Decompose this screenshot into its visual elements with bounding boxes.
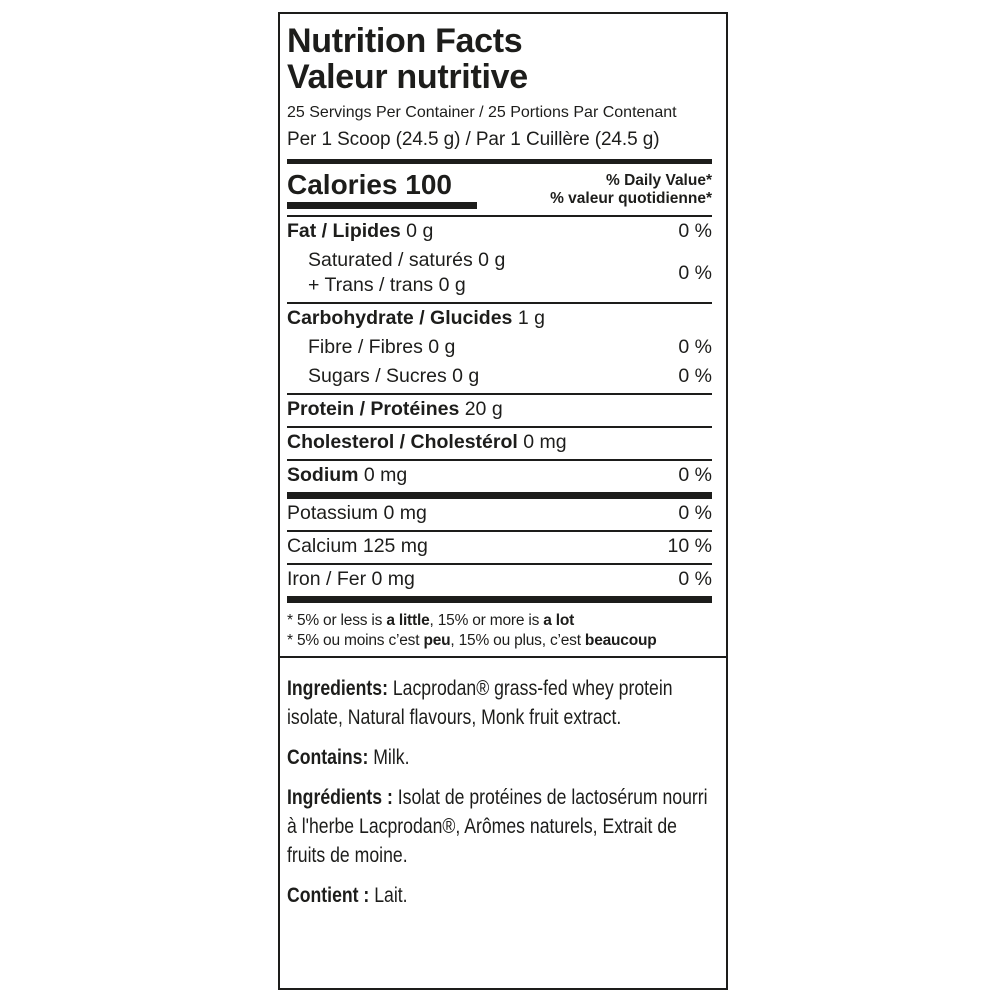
footnote-text: peu (423, 631, 451, 649)
daily-value-header-en: % Daily Value* (606, 172, 712, 189)
servings-per-container: 25 Servings Per Container / 25 Portions … (287, 104, 677, 121)
nutrition-facts-table: Nutrition Facts Valeur nutritive 25 Serv… (280, 14, 726, 650)
serving-size: Per 1 Scoop (24.5 g) / Par 1 Cuillère (2… (287, 129, 660, 150)
daily-value-cell: 0 % (678, 568, 712, 590)
contains-value: Lait. (369, 884, 408, 907)
nutrient-row-protein: Protein / Protéines 20 g (287, 395, 712, 424)
contains-fr: Contient : Lait. (287, 881, 712, 910)
footnote-text: beaucoup (584, 631, 657, 649)
nutrient-row-fibre: Fibre / Fibres 0 g 0 % (287, 333, 712, 362)
nutrient-name: Sugars / Sucres 0 g (308, 365, 480, 387)
nutrient-name: Iron / Fer 0 mg (287, 568, 415, 590)
footnote-text: a little (386, 612, 430, 629)
divider (287, 393, 712, 395)
nutrient-amount: 1 g (512, 307, 545, 329)
calories-row: Calories 100 % Daily Value* % valeur quo… (287, 170, 712, 209)
nutrient-amount: 0 mg (358, 464, 408, 486)
ingredients-en: Ingredients: Lacprodan® grass-fed whey p… (287, 674, 712, 732)
daily-value-cell: 0 % (678, 464, 712, 486)
divider (287, 215, 712, 217)
divider-thick (287, 596, 712, 603)
daily-value-cell: 0 % (678, 336, 712, 358)
contains-label: Contient : (287, 884, 370, 907)
daily-value-cell: 0 % (678, 502, 712, 524)
divider (287, 530, 712, 532)
daily-value-header: % Daily Value* % valeur quotidienne* (550, 170, 712, 208)
ingredients-section: Ingredients: Lacprodan® grass-fed whey p… (280, 658, 726, 921)
nutrient-name: Cholesterol / Cholestérol (287, 431, 518, 453)
nutrient-row-potassium: Potassium 0 mg 0 % (287, 499, 712, 528)
divider-thick (287, 492, 712, 499)
nutrient-name: Protein / Protéines (287, 398, 460, 420)
divider (287, 302, 712, 304)
calories-underline (287, 202, 477, 209)
nutrient-row-fat: Fat / Lipides 0 g 0 % (287, 217, 712, 246)
ingredients-label: Ingredients: (287, 677, 388, 700)
ingredients-text-block: Ingredients: Lacprodan® grass-fed whey p… (287, 674, 712, 910)
ingredients-fr: Ingrédients : Isolat de protéines de lac… (287, 783, 712, 870)
footnote-text: , 15% or more is (429, 612, 544, 629)
contains-value: Milk. (368, 746, 410, 769)
nutrient-name: + Trans / trans 0 g (308, 274, 466, 296)
footnote-text: * 5% or less is (287, 612, 387, 629)
nutrient-amount: 0 g (400, 220, 434, 242)
divider-ingredients (280, 656, 726, 658)
daily-value-cell: 0 % (678, 261, 712, 284)
nutrient-name: Calcium 125 mg (287, 535, 428, 557)
daily-value-cell: 10 % (667, 535, 712, 557)
footnote-text: a lot (543, 612, 575, 629)
divider (287, 563, 712, 565)
nutrient-name: Saturated / saturés 0 g (308, 249, 506, 271)
nutrient-name: Carbohydrate / Glucides (287, 307, 513, 329)
footnote-text: , 15% ou plus, c’est (450, 631, 585, 649)
nutrient-amount: 20 g (459, 398, 503, 420)
nutrition-facts-label: Nutrition Facts Valeur nutritive 25 Serv… (278, 12, 728, 990)
nutrient-row-carbohydrate: Carbohydrate / Glucides 1 g (287, 304, 712, 333)
nutrient-row-sugars: Sugars / Sucres 0 g 0 % (287, 362, 712, 391)
nutrient-row-cholesterol: Cholesterol / Cholestérol 0 mg (287, 428, 712, 457)
nutrient-name: Potassium 0 mg (287, 502, 427, 524)
ingredients-label: Ingrédients : (287, 786, 393, 809)
contains-en: Contains: Milk. (287, 743, 712, 772)
nutrient-row-sodium: Sodium 0 mg 0 % (287, 461, 712, 490)
nutrient-row-iron: Iron / Fer 0 mg 0 % (287, 565, 712, 594)
title-french: Valeur nutritive (287, 58, 528, 96)
divider (287, 459, 712, 461)
nutrient-name: Sodium (287, 464, 359, 486)
footnote-text: * 5% ou moins c’est (287, 631, 424, 649)
title-english: Nutrition Facts (287, 22, 523, 60)
nutrient-name: Fibre / Fibres 0 g (308, 336, 456, 358)
daily-value-header-fr: % valeur quotidienne* (550, 190, 712, 207)
divider (287, 426, 712, 428)
calories-block: Calories 100 (287, 170, 477, 209)
daily-value-cell: 0 % (678, 220, 712, 242)
nutrient-row-calcium: Calcium 125 mg 10 % (287, 532, 712, 561)
ingredients-value: Lacprodan® grass-fed whey protein isolat… (287, 677, 673, 729)
nutrient-amount: 0 mg (517, 431, 567, 453)
footnote-french: * 5% ou moins c’est peu, 15% ou plus, c’… (287, 631, 712, 651)
divider-thick-top (287, 159, 712, 164)
daily-value-footnotes: * 5% or less is a little, 15% or more is… (287, 611, 712, 650)
nutrient-row-saturated-trans: Saturated / saturés 0 g + Trans / trans … (287, 246, 712, 300)
footnote-english: * 5% or less is a little, 15% or more is… (287, 611, 712, 631)
nutrient-name: Fat / Lipides (287, 220, 401, 242)
ingredients-value: Isolat de protéines de lactosérum nourri… (287, 786, 708, 867)
daily-value-cell: 0 % (678, 365, 712, 387)
calories-value: Calories 100 (287, 169, 452, 200)
contains-label: Contains: (287, 746, 369, 769)
